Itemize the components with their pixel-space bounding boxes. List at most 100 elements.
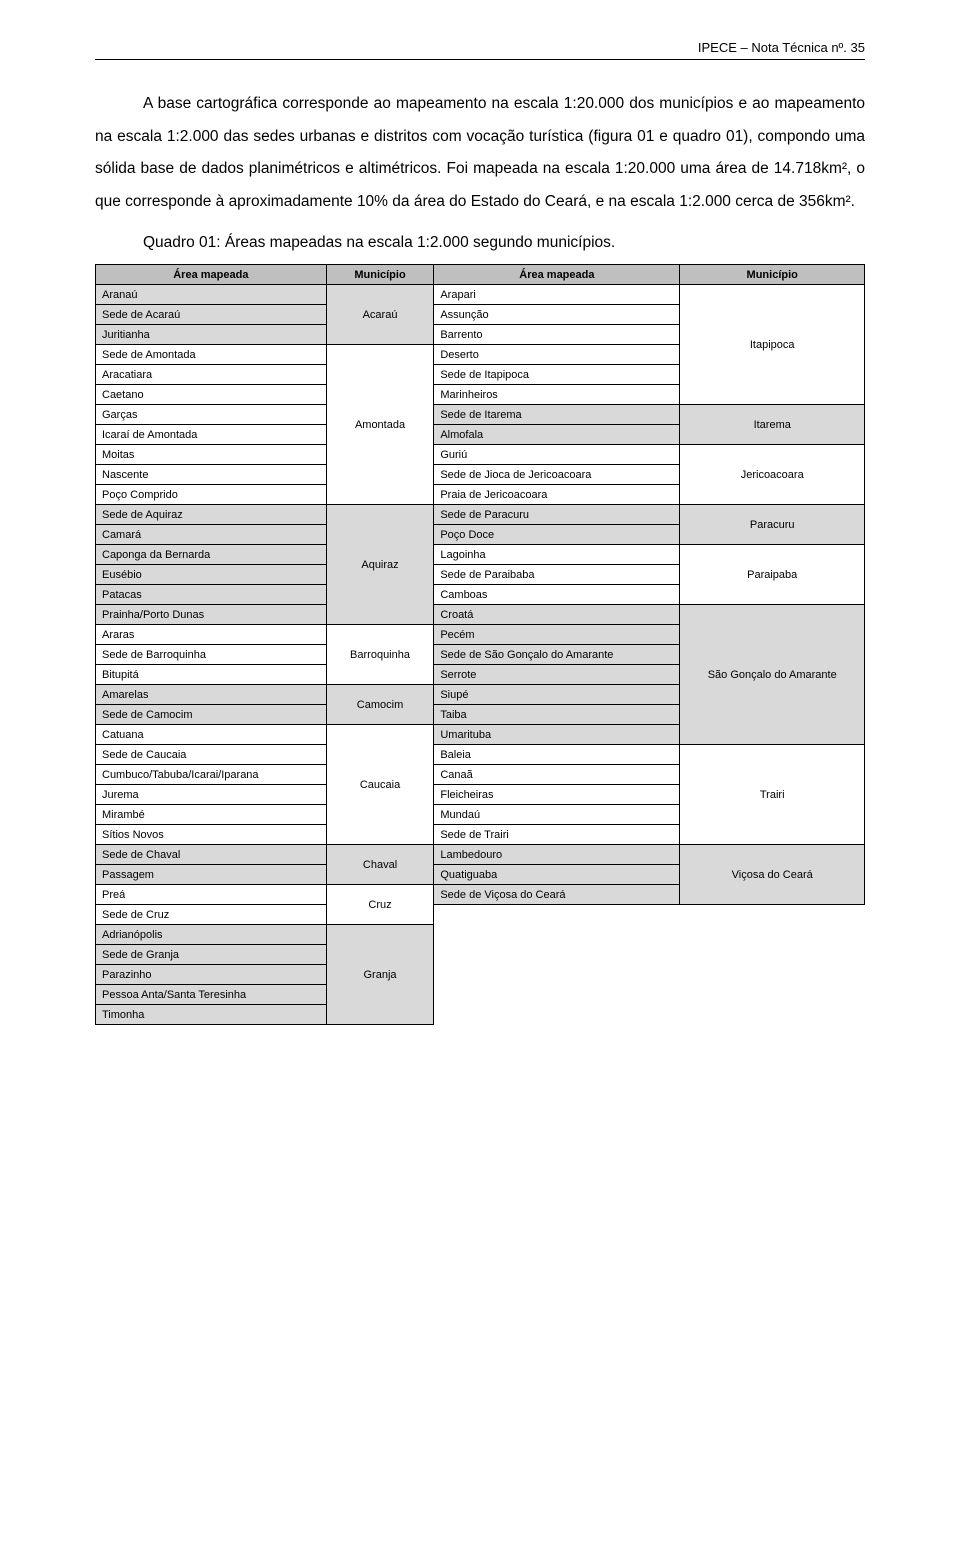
table-header-cell: Município bbox=[680, 265, 865, 285]
area-cell: Sede de Itapipoca bbox=[434, 365, 680, 385]
table-row: GarçasSede de ItaremaItarema bbox=[96, 405, 865, 425]
body-paragraph: A base cartográfica corresponde ao mapea… bbox=[95, 88, 865, 218]
area-cell: Moitas bbox=[96, 445, 327, 465]
area-cell: Caetano bbox=[96, 385, 327, 405]
table-header-cell: Área mapeada bbox=[434, 265, 680, 285]
area-cell: Sede de Granja bbox=[96, 945, 327, 965]
municipio-cell: Cruz bbox=[326, 885, 434, 925]
municipio-cell: Paraipaba bbox=[680, 545, 865, 605]
area-cell: Almofala bbox=[434, 425, 680, 445]
area-cell: Eusébio bbox=[96, 565, 327, 585]
area-cell: Camboas bbox=[434, 585, 680, 605]
area-cell: Caponga da Bernarda bbox=[96, 545, 327, 565]
area-cell: Juritianha bbox=[96, 325, 327, 345]
area-cell: Amarelas bbox=[96, 685, 327, 705]
area-cell: Sede de Camocim bbox=[96, 705, 327, 725]
area-cell: Sede de Amontada bbox=[96, 345, 327, 365]
table-caption: Quadro 01: Áreas mapeadas na escala 1:2.… bbox=[143, 234, 865, 252]
area-cell: Arapari bbox=[434, 285, 680, 305]
area-cell: Passagem bbox=[96, 865, 327, 885]
table-row: AdrianópolisGranja bbox=[96, 925, 865, 945]
table-header-row: Área mapeadaMunicípioÁrea mapeadaMunicíp… bbox=[96, 265, 865, 285]
area-cell: Baleia bbox=[434, 745, 680, 765]
table-row: Sede de Granja bbox=[96, 945, 865, 965]
area-cell: Quatiguaba bbox=[434, 865, 680, 885]
municipio-cell: Itarema bbox=[680, 405, 865, 445]
area-cell: Bitupitá bbox=[96, 665, 327, 685]
table-row: Sede de Cruz bbox=[96, 905, 865, 925]
area-cell: Aracatiara bbox=[96, 365, 327, 385]
area-cell: Sede de Viçosa do Ceará bbox=[434, 885, 680, 905]
area-cell: Catuana bbox=[96, 725, 327, 745]
area-cell: Prainha/Porto Dunas bbox=[96, 605, 327, 625]
table-row: Pessoa Anta/Santa Teresinha bbox=[96, 985, 865, 1005]
area-cell: Jurema bbox=[96, 785, 327, 805]
area-cell: Sede de Paraibaba bbox=[434, 565, 680, 585]
header-divider bbox=[95, 59, 865, 60]
table-row: Caponga da BernardaLagoinhaParaipaba bbox=[96, 545, 865, 565]
area-cell: Guriú bbox=[434, 445, 680, 465]
table-header-cell: Município bbox=[326, 265, 434, 285]
area-cell: Canaã bbox=[434, 765, 680, 785]
area-cell: Adrianópolis bbox=[96, 925, 327, 945]
municipio-cell: Viçosa do Ceará bbox=[680, 845, 865, 905]
area-cell: Sede de Aquiraz bbox=[96, 505, 327, 525]
area-cell: Icaraí de Amontada bbox=[96, 425, 327, 445]
area-cell: Mirambé bbox=[96, 805, 327, 825]
municipio-cell: Barroquinha bbox=[326, 625, 434, 685]
area-cell: Sede de Acaraú bbox=[96, 305, 327, 325]
area-cell: Parazinho bbox=[96, 965, 327, 985]
municipio-cell: São Gonçalo do Amarante bbox=[680, 605, 865, 745]
area-cell: Preá bbox=[96, 885, 327, 905]
area-cell: Assunção bbox=[434, 305, 680, 325]
area-cell: Nascente bbox=[96, 465, 327, 485]
area-cell: Praia de Jericoacoara bbox=[434, 485, 680, 505]
area-cell: Fleicheiras bbox=[434, 785, 680, 805]
municipio-cell: Caucaia bbox=[326, 725, 434, 845]
table-row: Parazinho bbox=[96, 965, 865, 985]
table-body: AranaúAcaraúArapariItapipoca Sede de Acar… bbox=[96, 285, 865, 1025]
municipio-cell: Amontada bbox=[326, 345, 434, 505]
table-row: MoitasGuriúJericoacoara bbox=[96, 445, 865, 465]
municipio-cell: Granja bbox=[326, 925, 434, 1025]
area-cell: Aranaú bbox=[96, 285, 327, 305]
municipio-cell: Acaraú bbox=[326, 285, 434, 345]
municipio-cell: Itapipoca bbox=[680, 285, 865, 405]
area-cell: Sede de Cruz bbox=[96, 905, 327, 925]
table-row: Prainha/Porto DunasCroatáSão Gonçalo do … bbox=[96, 605, 865, 625]
area-cell: Sede de Jioca de Jericoacoara bbox=[434, 465, 680, 485]
table-row: Sede de AquirazAquirazSede de ParacuruPa… bbox=[96, 505, 865, 525]
area-cell: Cumbuco/Tabuba/Icarai/Iparana bbox=[96, 765, 327, 785]
areas-table: Área mapeadaMunicípioÁrea mapeadaMunicíp… bbox=[95, 264, 865, 1025]
area-cell: Pecém bbox=[434, 625, 680, 645]
area-cell: Poço Comprido bbox=[96, 485, 327, 505]
area-cell: Garças bbox=[96, 405, 327, 425]
area-cell: Sede de Barroquinha bbox=[96, 645, 327, 665]
table-row: Timonha bbox=[96, 1005, 865, 1025]
municipio-cell: Chaval bbox=[326, 845, 434, 885]
area-cell: Barrento bbox=[434, 325, 680, 345]
area-cell: Deserto bbox=[434, 345, 680, 365]
area-cell: Sede de Trairi bbox=[434, 825, 680, 845]
area-cell: Mundaú bbox=[434, 805, 680, 825]
area-cell: Patacas bbox=[96, 585, 327, 605]
area-cell: Umarituba bbox=[434, 725, 680, 745]
table-row: Sede de CaucaiaBaleiaTrairi bbox=[96, 745, 865, 765]
municipio-cell: Camocim bbox=[326, 685, 434, 725]
area-cell: Timonha bbox=[96, 1005, 327, 1025]
area-cell: Sede de Itarema bbox=[434, 405, 680, 425]
area-cell: Lambedouro bbox=[434, 845, 680, 865]
municipio-cell: Jericoacoara bbox=[680, 445, 865, 505]
table-header-cell: Área mapeada bbox=[96, 265, 327, 285]
area-cell: Marinheiros bbox=[434, 385, 680, 405]
area-cell: Sede de Chaval bbox=[96, 845, 327, 865]
area-cell: Camará bbox=[96, 525, 327, 545]
area-cell: Pessoa Anta/Santa Teresinha bbox=[96, 985, 327, 1005]
area-cell: Sede de São Gonçalo do Amarante bbox=[434, 645, 680, 665]
area-cell: Sítios Novos bbox=[96, 825, 327, 845]
municipio-cell: Trairi bbox=[680, 745, 865, 845]
page-header: IPECE – Nota Técnica nº. 35 bbox=[95, 40, 865, 59]
area-cell: Poço Doce bbox=[434, 525, 680, 545]
area-cell: Taiba bbox=[434, 705, 680, 725]
table-row: Sede de ChavalChavalLambedouroViçosa do … bbox=[96, 845, 865, 865]
